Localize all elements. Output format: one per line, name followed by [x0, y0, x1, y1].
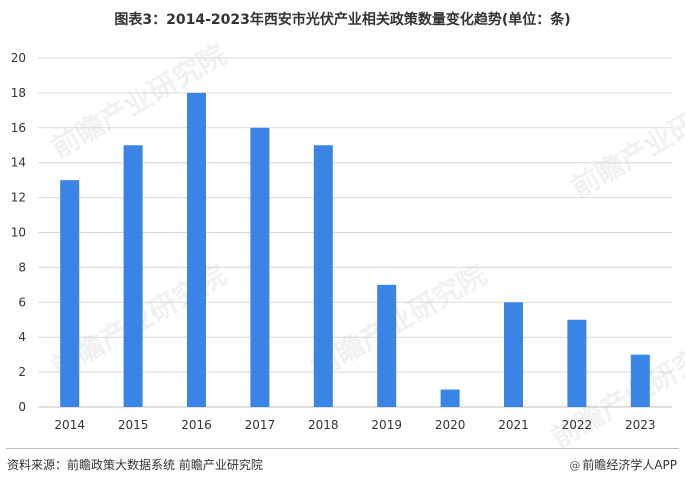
y-tick-label: 8 [18, 260, 26, 274]
x-tick-label: 2019 [371, 418, 402, 432]
bar-2020 [440, 389, 460, 407]
bar-2021 [504, 302, 523, 407]
x-axis-ticks: 2014 2015 2016 2017 2018 2019 2020 2021 2022 2023 [54, 418, 655, 432]
bar-2014 [60, 180, 80, 407]
brand-label: 前瞻经济学人APP [582, 458, 677, 472]
y-tick-label: 16 [11, 121, 26, 135]
y-axis-ticks: 0 2 4 6 8 10 12 14 16 18 20 [11, 51, 26, 414]
x-tick-label: 2014 [54, 418, 85, 432]
footer: 资料来源：前瞻政策大数据系统 前瞻产业研究院 @ 前瞻经济学人APP [0, 448, 685, 485]
y-tick-label: 20 [11, 51, 26, 65]
y-tick-label: 18 [11, 86, 26, 100]
x-tick-label: 2022 [562, 418, 593, 432]
x-tick-label: 2020 [435, 418, 466, 432]
bar-2017 [250, 127, 270, 408]
chart-title: 图表3：2014-2023年西安市光伏产业相关政策数量变化趋势(单位：条) [114, 12, 571, 28]
source-text: 资料来源：前瞻政策大数据系统 前瞻产业研究院 [7, 458, 263, 472]
brand: @ 前瞻经济学人APP [569, 456, 677, 473]
bar-2015 [123, 145, 143, 407]
x-tick-label: 2017 [245, 418, 276, 432]
bar-2019 [377, 284, 397, 407]
x-tick-label: 2023 [625, 418, 656, 432]
weibo-icon: @ [569, 459, 581, 472]
bar-2016 [187, 92, 206, 408]
bar-2018 [313, 145, 333, 407]
x-tick-label: 2015 [118, 418, 149, 432]
y-tick-label: 0 [18, 400, 26, 414]
y-tick-label: 4 [18, 330, 26, 344]
x-tick-label: 2016 [181, 418, 212, 432]
footer-divider [6, 448, 679, 449]
bar-2023 [630, 354, 650, 407]
y-tick-label: 6 [18, 295, 26, 309]
y-tick-label: 10 [11, 226, 26, 240]
x-tick-label: 2018 [308, 418, 339, 432]
y-tick-label: 14 [11, 156, 26, 170]
y-tick-label: 12 [11, 191, 26, 205]
bars [60, 92, 650, 408]
grid-lines [38, 57, 672, 408]
bar-2022 [567, 319, 587, 407]
y-tick-label: 2 [18, 365, 26, 379]
x-tick-label: 2021 [498, 418, 529, 432]
